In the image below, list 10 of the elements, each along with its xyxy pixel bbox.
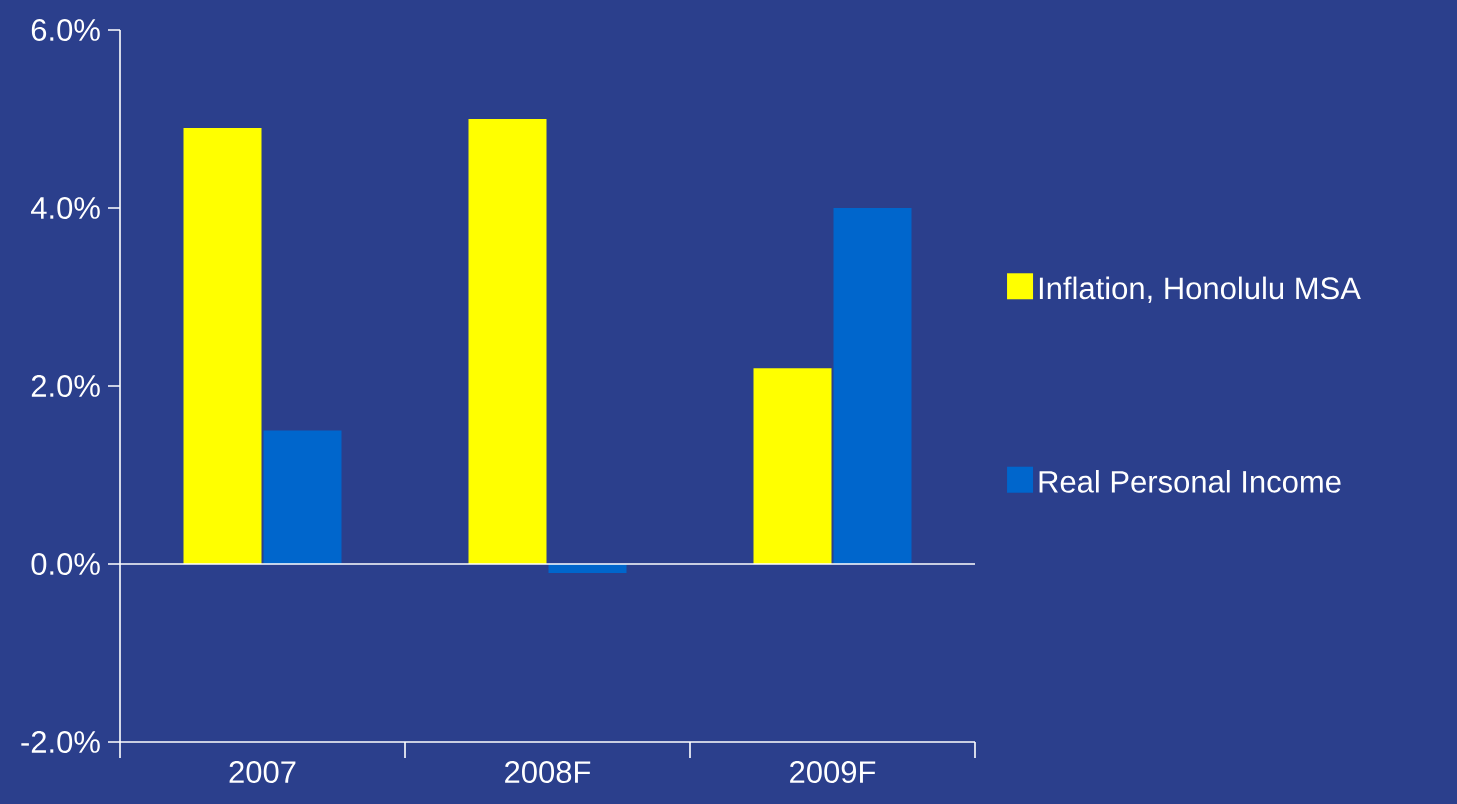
x-tick-label: 2009F xyxy=(790,761,876,784)
x-tick-label: 2008F xyxy=(505,761,591,784)
legend-label: Real Personal Income xyxy=(1039,470,1341,493)
legend-label: Inflation, Honolulu MSA xyxy=(1039,276,1361,303)
x-tick-label: 2007 xyxy=(229,761,296,784)
y-tick-label: -2.0% xyxy=(21,731,100,753)
y-tick-label: 6.0% xyxy=(31,19,100,41)
y-tick-label: 4.0% xyxy=(31,197,100,219)
y-tick-label: 0.0% xyxy=(31,553,100,575)
y-tick-label: 2.0% xyxy=(31,375,100,397)
